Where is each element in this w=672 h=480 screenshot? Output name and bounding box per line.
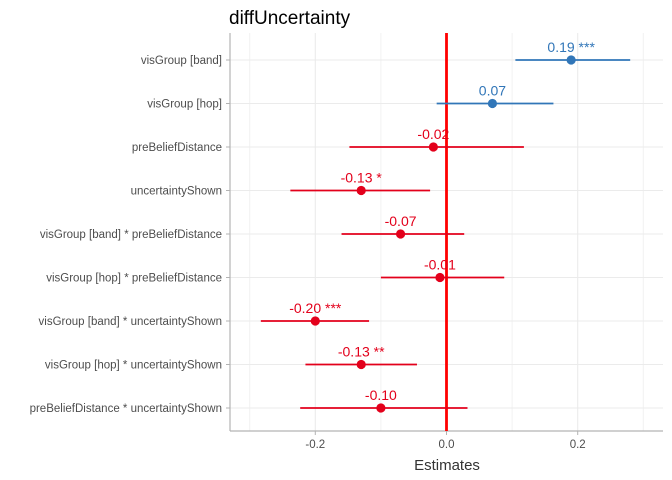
term-label: visGroup [band] * uncertaintyShown <box>39 316 222 328</box>
estimate-label: -0.07 <box>385 213 417 229</box>
estimate-point <box>487 98 498 109</box>
estimate-label: 0.19 *** <box>547 39 595 55</box>
estimate-point <box>435 272 445 283</box>
estimate-marks: 0.19 *** 0.07 -0.02 -0.13 * -0.07 -0.01 -0.20 … <box>260 39 631 413</box>
estimate-label: -0.02 <box>417 126 449 142</box>
term-label: visGroup [hop] <box>147 99 222 111</box>
estimate-label: -0.13 ** <box>338 344 385 360</box>
estimate-point <box>428 142 438 152</box>
estimate-point <box>566 55 576 65</box>
estimate-label: -0.10 <box>365 387 397 403</box>
x-tick-label: 0.2 <box>570 439 586 451</box>
term-label: visGroup [hop] * preBeliefDistance <box>46 273 222 285</box>
term-label: visGroup [band] * preBeliefDistance <box>40 229 222 241</box>
estimate-point <box>356 359 366 370</box>
term-label: preBeliefDistance * uncertaintyShown <box>30 403 222 415</box>
estimate-label: -0.20 *** <box>289 300 342 316</box>
x-axis-title: Estimates <box>414 457 480 474</box>
x-tick-label: 0.0 <box>439 439 455 451</box>
term-label: uncertaintyShown <box>131 186 222 198</box>
estimate-point <box>376 403 386 413</box>
x-tick-label: -0.2 <box>305 439 325 451</box>
estimate-label: -0.13 * <box>341 170 383 186</box>
term-label: visGroup [hop] * uncertaintyShown <box>45 360 222 372</box>
term-labels: visGroup [band] visGroup [hop] preBeliefDi… <box>30 55 230 415</box>
term-label: preBeliefDistance <box>132 142 222 154</box>
x-tick-labels: -0.2 0.0 0.2 <box>305 431 586 451</box>
estimate-label: -0.01 <box>424 257 456 273</box>
estimate-point <box>310 316 320 326</box>
chart-title: diffUncertainty <box>229 8 351 29</box>
estimate-point <box>356 185 366 196</box>
estimate-point <box>395 229 406 239</box>
estimate-label: 0.07 <box>479 83 506 99</box>
term-label: visGroup [band] <box>141 55 222 67</box>
